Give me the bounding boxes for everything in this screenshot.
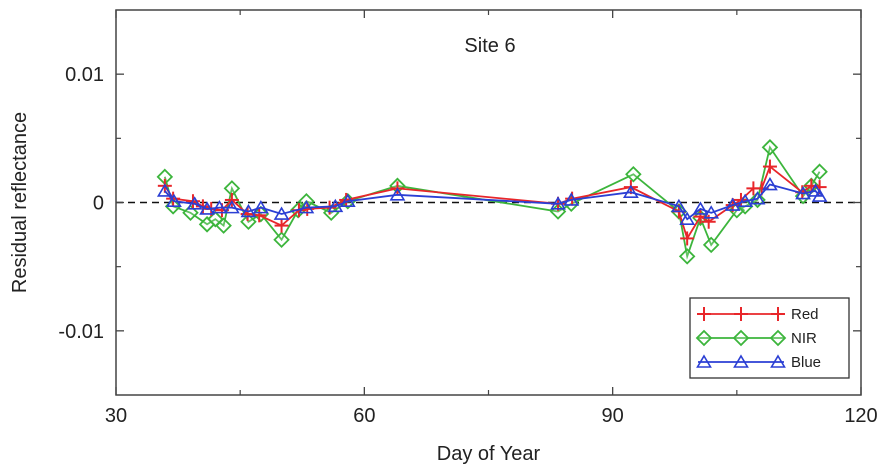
data-point-blue — [211, 200, 228, 214]
data-point-nir — [215, 217, 232, 234]
legend-marker — [733, 354, 749, 368]
data-point-blue — [670, 198, 687, 213]
legend-marker — [696, 354, 712, 368]
data-point-blue — [252, 200, 269, 214]
chart-title: Site 6 — [464, 35, 515, 57]
legend-marker — [695, 329, 713, 347]
data-point-blue — [273, 206, 290, 220]
data-point-red — [224, 192, 239, 207]
x-tick-label: 90 — [602, 405, 624, 427]
x-tick-label: 30 — [105, 405, 127, 427]
x-axis-title: Day of Year — [437, 443, 541, 465]
data-point-nir — [273, 231, 290, 248]
y-axis-title: Residual reflectance — [9, 112, 31, 293]
data-point-blue — [795, 185, 811, 200]
legend: Red NIR Blue — [689, 297, 850, 379]
legend-entry-blue: Blue — [696, 354, 821, 371]
data-point-blue — [550, 196, 566, 210]
data-point-red — [166, 191, 181, 206]
legend-marker — [734, 307, 748, 321]
data-point-nir — [678, 248, 696, 265]
series-nir — [156, 139, 828, 265]
data-point-nir — [702, 236, 720, 254]
data-point-red — [274, 218, 289, 233]
data-point-blue — [563, 192, 580, 206]
data-point-red — [762, 159, 777, 174]
legend-label: Red — [791, 306, 819, 323]
data-point-blue — [327, 198, 344, 213]
data-point-blue — [156, 183, 173, 197]
data-point-blue — [223, 200, 240, 214]
data-point-blue — [679, 211, 696, 225]
data-point-blue — [762, 176, 778, 191]
data-point-blue — [199, 201, 215, 215]
legend-marker — [770, 354, 786, 368]
data-point-nir — [182, 204, 199, 222]
legend-marker — [732, 329, 750, 347]
data-point-nir — [240, 213, 257, 231]
data-point-blue — [622, 184, 639, 199]
data-point-blue — [724, 197, 741, 211]
legend-marker — [771, 307, 785, 321]
data-point-blue — [692, 201, 709, 215]
legend-marker — [697, 307, 711, 321]
data-point-blue — [703, 205, 720, 219]
data-point-blue — [166, 193, 182, 208]
x-tick-label: 60 — [353, 405, 375, 427]
series-blue — [156, 176, 828, 225]
ticks-layer: 30 60 90 120 0.01 0 -0.01 — [58, 10, 878, 427]
x-tick-label: 120 — [844, 405, 877, 427]
data-point-blue — [749, 191, 766, 205]
legend-marker — [769, 329, 787, 347]
y-tick-label: -0.01 — [58, 321, 104, 343]
legend-label: Blue — [791, 354, 821, 371]
data-point-red — [680, 231, 695, 246]
data-point-blue — [811, 188, 828, 202]
data-point-nir — [761, 139, 779, 156]
data-point-blue — [737, 193, 754, 208]
data-point-nir — [811, 163, 828, 180]
data-point-nir — [322, 204, 340, 222]
legend-entry-nir: NIR — [695, 329, 817, 347]
legend-entry-red: Red — [697, 306, 819, 323]
series-layer — [156, 139, 828, 265]
y-tick-label: 0.01 — [65, 64, 104, 86]
data-point-blue — [298, 200, 315, 214]
data-point-nir — [625, 165, 642, 183]
legend-label: NIR — [791, 330, 817, 347]
data-point-blue — [389, 187, 406, 201]
y-tick-label: 0 — [93, 193, 104, 215]
data-point-blue — [240, 203, 257, 218]
data-point-red — [733, 192, 748, 207]
data-point-blue — [339, 193, 356, 208]
data-point-blue — [186, 196, 203, 210]
